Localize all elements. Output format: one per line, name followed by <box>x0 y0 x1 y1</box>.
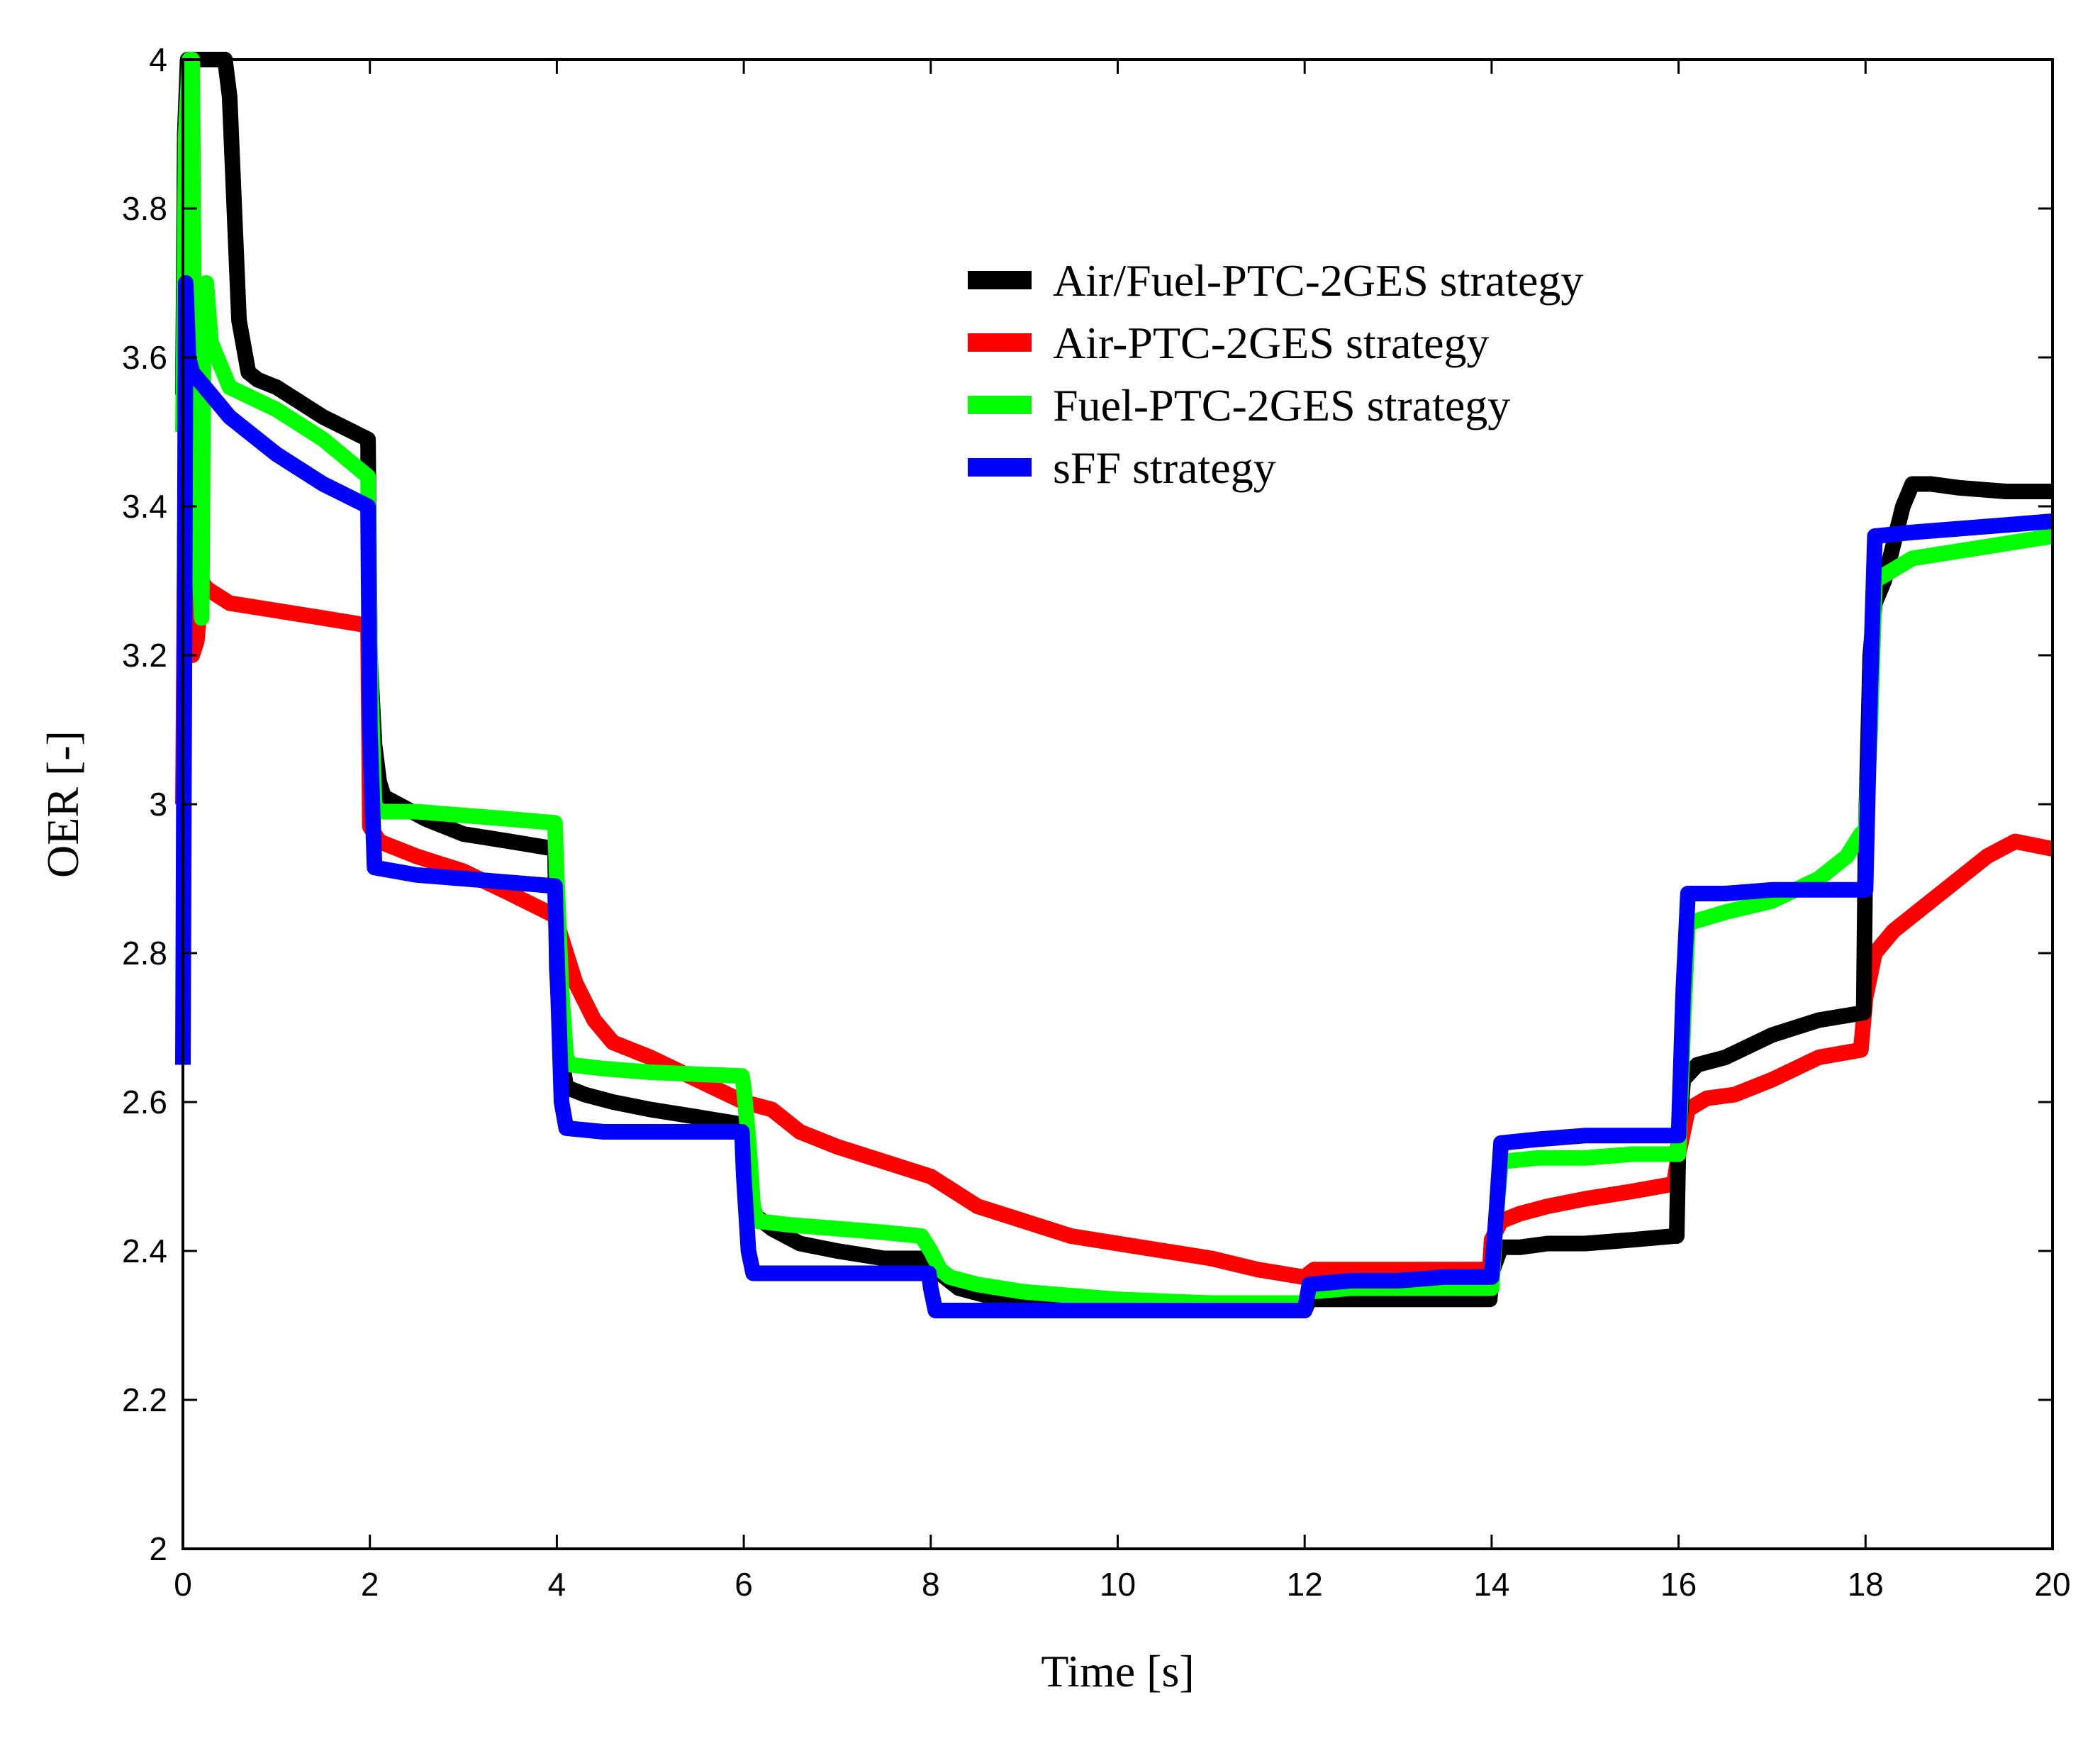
y-axis-title: OER [-] <box>38 730 88 878</box>
legend-label-3: sFF strategy <box>1053 443 1276 493</box>
x-tick-label-3: 6 <box>735 1566 753 1603</box>
axis-ticks <box>181 58 2054 1550</box>
series-line-3 <box>175 275 2053 1318</box>
x-tick-label-6: 12 <box>1287 1566 1323 1603</box>
y-tick-label-4: 2.8 <box>122 935 167 972</box>
y-tick-label-6: 3.2 <box>122 637 167 674</box>
y-tick-label-9: 3.8 <box>122 190 167 227</box>
y-tick-label-3: 2.6 <box>122 1084 167 1120</box>
x-tick-label-4: 8 <box>922 1566 940 1603</box>
x-tick-label-9: 18 <box>1848 1566 1884 1603</box>
x-tick-labels: 0 2 4 6 8 10 12 14 16 18 20 <box>174 1566 2070 1603</box>
legend-label-1: Air-PTC-2GES strategy <box>1053 318 1490 368</box>
y-tick-label-2: 2.4 <box>122 1233 167 1269</box>
x-tick-label-0: 0 <box>174 1566 192 1603</box>
legend: Air/Fuel-PTC-2GES strategy Air-PTC-2GES s… <box>968 255 1583 493</box>
x-tick-label-8: 16 <box>1660 1566 1697 1603</box>
y-tick-label-10: 4 <box>149 41 167 78</box>
y-tick-label-7: 3.4 <box>122 488 167 525</box>
y-tick-label-8: 3.6 <box>122 339 167 376</box>
y-tick-labels: 2 2.2 2.4 2.6 2.8 3 3.2 3.4 3.6 3.8 4 <box>122 41 167 1567</box>
legend-label-0: Air/Fuel-PTC-2GES strategy <box>1053 255 1583 306</box>
legend-label-2: Fuel-PTC-2GES strategy <box>1053 380 1510 430</box>
x-tick-label-1: 2 <box>361 1566 379 1603</box>
x-axis-title: Time [s] <box>1041 1646 1194 1696</box>
x-tick-label-5: 10 <box>1100 1566 1136 1603</box>
y-tick-label-5: 3 <box>149 786 167 823</box>
plot-lines <box>175 52 2055 1318</box>
y-tick-label-0: 2 <box>149 1530 167 1567</box>
y-tick-label-1: 2.2 <box>122 1381 167 1418</box>
x-tick-label-7: 14 <box>1473 1566 1509 1603</box>
x-tick-label-2: 4 <box>548 1566 566 1603</box>
x-tick-label-10: 20 <box>2034 1566 2070 1603</box>
